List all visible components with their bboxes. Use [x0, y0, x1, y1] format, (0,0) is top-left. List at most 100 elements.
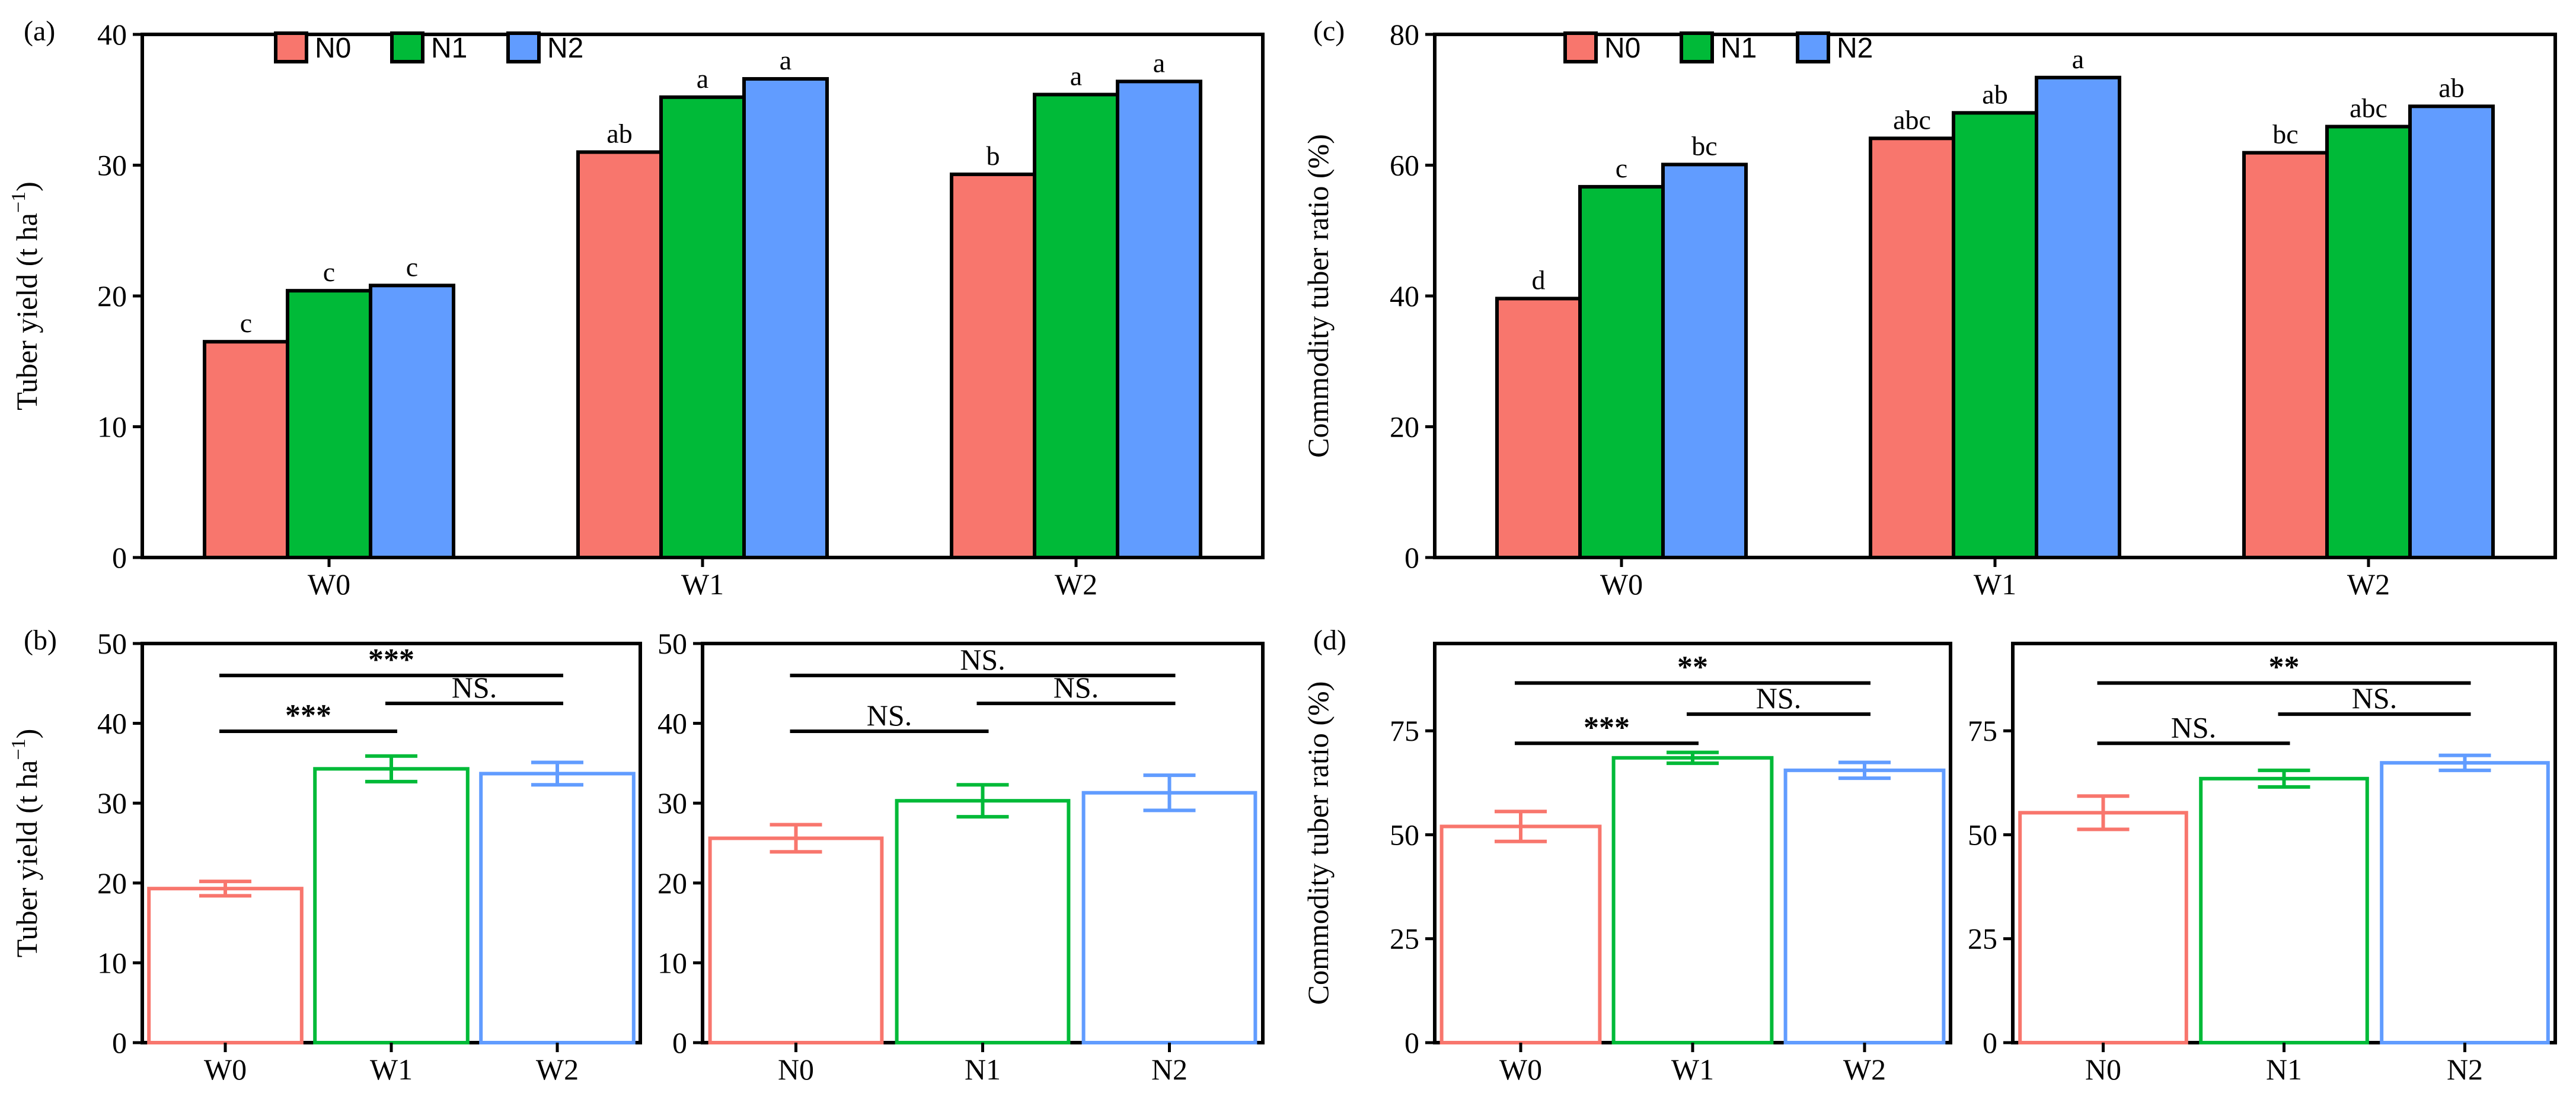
panel-d-left-significance-label: NS.: [1756, 681, 1801, 715]
panel-a-data-label: c: [240, 308, 252, 338]
panel-a-legend-label: N1: [431, 33, 467, 64]
panel-c-x-tick-label: W1: [1974, 568, 2016, 601]
panel-c-bar-n2-w0: [1661, 163, 1748, 559]
panel-c-bar-n2-w1: [2035, 75, 2121, 559]
panel-d-right-y-tick-label: 50: [1968, 818, 1997, 851]
panel-b-left-y-axis-title-main: Tuber yield (t ha: [10, 760, 43, 958]
panel-b-left-y-tick-label: 10: [97, 946, 127, 979]
panel-c-data-label: bc: [1691, 130, 1717, 161]
panel-a-y-tick-label: 20: [97, 279, 127, 313]
panel-a-data-label: a: [1070, 60, 1082, 91]
panel-b-left-bar-chart: 0 10 20 30 40 50 (b) Tuber yield (t ha−1) W0 W1 W2…: [8, 625, 642, 1086]
panel-a-y-tick-label: 40: [97, 18, 127, 51]
panel-b-left-x-tick-label: W1: [370, 1053, 413, 1086]
panel-a-data-label: a: [1153, 47, 1165, 78]
panel-b-right-bar-n2: [1081, 791, 1257, 1045]
panel-c-grouped-bar-chart: 0 20 40 60 80 (c) Commodity tuber ratio (%) W0 d…: [1301, 15, 2557, 601]
panel-c-legend-label: N1: [1720, 33, 1757, 64]
panel-a-x-tick-label: W1: [681, 568, 724, 601]
panel-d-left-y-axis-title: Commodity tuber ratio (%): [1301, 681, 1335, 1005]
panel-a-legend-label: N2: [547, 33, 583, 64]
panel-d-left-y-tick-label: 0: [1404, 1026, 1419, 1059]
panel-b-right-significance-label: NS.: [1054, 671, 1099, 704]
panel-b-left-y-axis-title: Tuber yield (t ha−1): [8, 729, 43, 958]
panel-d-right-x-tick-label: N0: [2085, 1053, 2121, 1086]
panel-d-right-y-tick-label: 25: [1968, 922, 1997, 955]
panel-c-y-tick-label: 20: [1390, 410, 1419, 444]
panel-b-right-x-tick-label: N0: [778, 1053, 814, 1086]
panel-b-right-x-tick-label: N2: [1151, 1053, 1188, 1086]
panel-d-right-significance-label: NS.: [2352, 681, 2397, 715]
panel-c-y-tick-label: 80: [1390, 18, 1419, 51]
panel-c-legend-swatch-n0: [1563, 31, 1598, 63]
panel-d-right-bar-n0: [2018, 811, 2188, 1045]
panel-b-right-y-tick-label: 30: [657, 786, 687, 820]
panel-c-bar-n0-w2: [2242, 151, 2329, 559]
panel-c-legend-label: N0: [1604, 33, 1640, 64]
panel-c-bar-n0-w1: [1869, 136, 1955, 560]
panel-d-left-x-tick-label: W0: [1499, 1053, 1542, 1086]
panel-a-data-label: a: [780, 45, 791, 75]
panel-a-legend-label: N0: [315, 33, 351, 64]
panel-b-left-y-tick-label: 30: [97, 786, 127, 820]
panel-b-left-x-tick-label: W2: [536, 1053, 579, 1086]
panel-d-left-y-tick-label: 50: [1390, 818, 1419, 851]
panel-a-legend-swatch-n0: [274, 31, 308, 63]
panel-a-y-tick-label: 10: [97, 410, 127, 444]
panel-a-bar-n2-w1: [742, 77, 829, 560]
panel-c-bar-n1-w2: [2325, 125, 2412, 559]
panel-b-right-significance-label: NS.: [960, 643, 1005, 676]
panel-b-right-y-tick-label: 50: [657, 627, 687, 660]
panel-c-data-label: d: [1532, 265, 1546, 295]
panel-d-right-y-tick-label: 0: [1983, 1026, 1997, 1059]
panel-d-right-bar-n1: [2199, 776, 2369, 1044]
panel-c-bar-n2-w2: [2408, 104, 2495, 559]
panel-b-right-x-tick-label: N1: [965, 1053, 1001, 1086]
panel-a-y-axis-title-end: ): [10, 181, 43, 192]
panel-d-right-bar-chart: 0 25 50 75 N0 N1 N2 NS. ** NS.: [1968, 642, 2557, 1086]
panel-d-right-significance-label: **: [2269, 651, 2300, 684]
panel-b-right-bar-n0: [708, 836, 884, 1044]
panel-b-right-y-tick-label: 20: [657, 867, 687, 900]
panel-b-right-y-tick-label: 40: [657, 707, 687, 740]
panel-d-left-y-axis-title-main: Commodity tuber ratio (%): [1301, 681, 1335, 1005]
panel-b-left-x-tick-label: W0: [204, 1053, 247, 1086]
panel-b-right-y-tick-label: 10: [657, 946, 687, 979]
panel-b-right-bar-chart: 0 10 20 30 40 50 N0 N1 N2 NS. NS. NS.: [657, 627, 1265, 1086]
panel-c-y-tick-label: 0: [1404, 541, 1419, 574]
panel-b-right-bar-n1: [895, 799, 1071, 1044]
panel-a-y-tick-label: 0: [112, 541, 127, 574]
panel-a-x-tick-label: W0: [308, 568, 350, 601]
panel-b-left-bar-w1: [313, 767, 470, 1045]
panel-d-left-significance-label: **: [1677, 651, 1708, 684]
panel-b-left-bar-w0: [147, 887, 304, 1045]
panel-d-left-x-tick-label: W1: [1671, 1053, 1714, 1086]
panel-b-left-y-tick-label: 50: [97, 627, 127, 660]
panel-b-right-significance-label: NS.: [867, 699, 912, 732]
panel-a-y-axis-title: Tuber yield (t ha−1): [8, 181, 43, 410]
panel-a-bar-n0-w1: [576, 150, 663, 559]
panel-b-left-panel-label: (b): [24, 625, 57, 656]
panel-a-y-axis-title-main: Tuber yield (t ha: [10, 213, 43, 410]
panel-c-legend-label: N2: [1837, 33, 1873, 64]
panel-d-left-bar-w0: [1439, 824, 1602, 1045]
panel-d-left-y-tick-label: 25: [1390, 922, 1419, 955]
panel-c-data-label: ab: [1982, 79, 2007, 109]
panel-c-data-label: c: [1616, 153, 1627, 183]
panel-b-left-y-tick-label: 20: [97, 867, 127, 900]
panel-a-x-tick-label: W2: [1055, 568, 1097, 601]
panel-c-legend-swatch-n2: [1796, 31, 1830, 63]
panel-b-left-significance-label: ***: [285, 699, 331, 732]
panel-c-y-tick-label: 60: [1390, 149, 1419, 182]
panel-a-bar-n1-w0: [286, 289, 372, 559]
panel-d-right-bar-n2: [2380, 761, 2550, 1045]
panel-d-left-significance-label: ***: [1584, 711, 1630, 744]
panel-c-x-tick-label: W2: [2347, 568, 2390, 601]
panel-c-x-tick-label: W0: [1600, 568, 1643, 601]
panel-a-y-tick-label: 30: [97, 149, 127, 182]
panel-a-data-label: c: [406, 251, 418, 282]
panel-a-bar-n1-w1: [659, 95, 746, 559]
panel-a-bar-n1-w2: [1033, 93, 1119, 559]
panel-c-y-axis-title-main: Commodity tuber ratio (%): [1301, 134, 1335, 458]
